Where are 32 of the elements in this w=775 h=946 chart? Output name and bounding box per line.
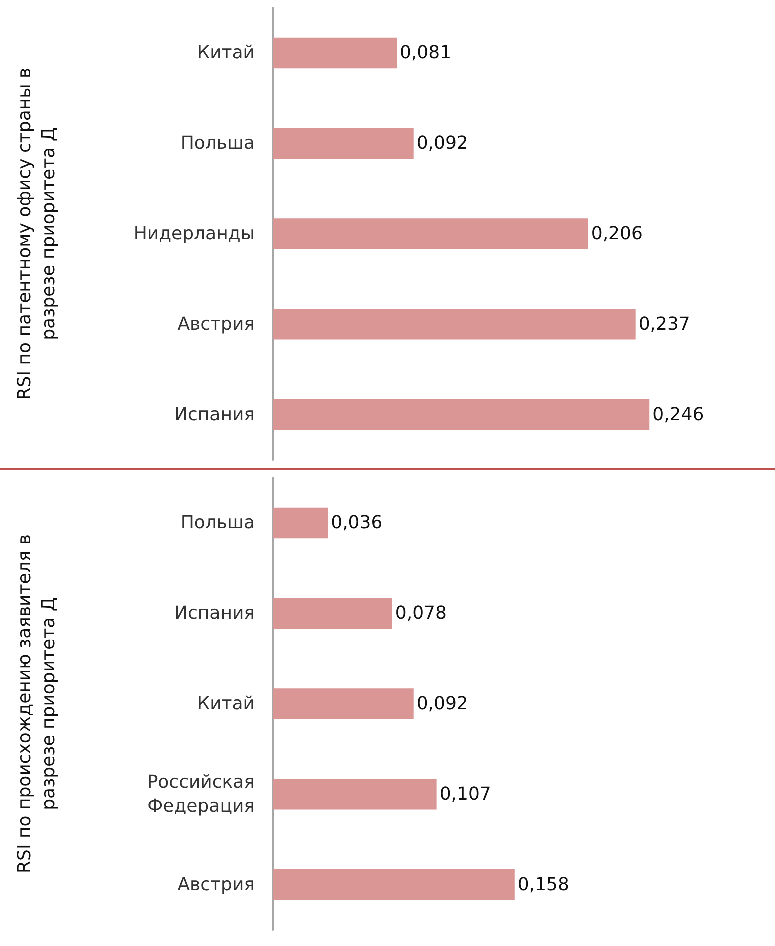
bar	[273, 508, 328, 539]
data-label: 0,107	[440, 784, 492, 805]
bar	[273, 779, 437, 810]
y-tick-label: Австрия	[178, 314, 255, 335]
bar	[273, 399, 650, 430]
y-tick-label: Испания	[174, 603, 255, 624]
data-label: 0,246	[652, 404, 704, 426]
bar	[273, 128, 414, 159]
y-axis-title: RSI по происхождению заявителя в разрезе приоритета Д	[14, 534, 60, 874]
data-label: 0,081	[400, 42, 452, 64]
y-tick-label: Китай	[197, 42, 255, 64]
y-tick-label: Нидерланды	[134, 224, 255, 244]
y-axis-title: RSI по патентному офису страны в разрезе приоритета Д	[14, 68, 60, 400]
y-tick-label: Австрия	[178, 874, 255, 896]
y-tick-label: Испания	[174, 404, 255, 426]
data-label: 0,206	[591, 224, 643, 244]
bar	[273, 38, 398, 69]
y-tick-label: Польша	[180, 133, 255, 154]
bar	[273, 218, 588, 250]
y-tick-label: Российская Федерация	[147, 772, 255, 817]
data-label: 0,092	[416, 694, 468, 714]
data-label: 0,237	[638, 314, 690, 335]
data-label: 0,158	[518, 874, 570, 896]
y-tick-label: Польша	[180, 512, 255, 534]
bar	[273, 688, 414, 720]
y-tick-label: Китай	[197, 694, 255, 714]
bar	[273, 598, 392, 629]
bar	[273, 309, 636, 340]
data-label: 0,078	[395, 603, 447, 624]
data-label: 0,036	[331, 512, 383, 534]
bar	[273, 869, 515, 900]
data-label: 0,092	[416, 133, 468, 154]
